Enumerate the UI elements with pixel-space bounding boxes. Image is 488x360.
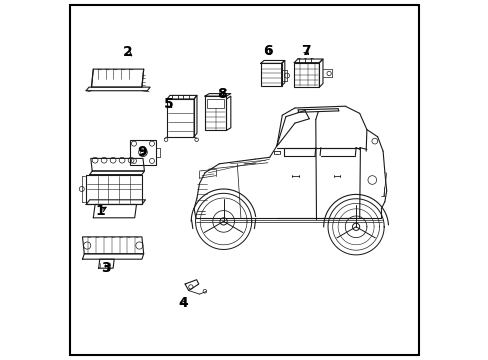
Bar	[204, 96, 226, 130]
Text: 6: 6	[263, 44, 272, 58]
Bar	[260, 63, 281, 86]
Bar	[130, 140, 156, 165]
Text: 1: 1	[96, 204, 105, 217]
Bar	[167, 99, 194, 137]
Text: 5: 5	[163, 98, 173, 111]
Text: 9: 9	[137, 145, 146, 159]
Text: 8: 8	[217, 87, 226, 100]
Bar	[206, 99, 224, 108]
Text: 4: 4	[178, 296, 188, 310]
Bar	[294, 63, 319, 87]
Text: 2: 2	[122, 45, 132, 59]
Text: 7: 7	[300, 44, 310, 58]
Text: 3: 3	[101, 261, 110, 275]
